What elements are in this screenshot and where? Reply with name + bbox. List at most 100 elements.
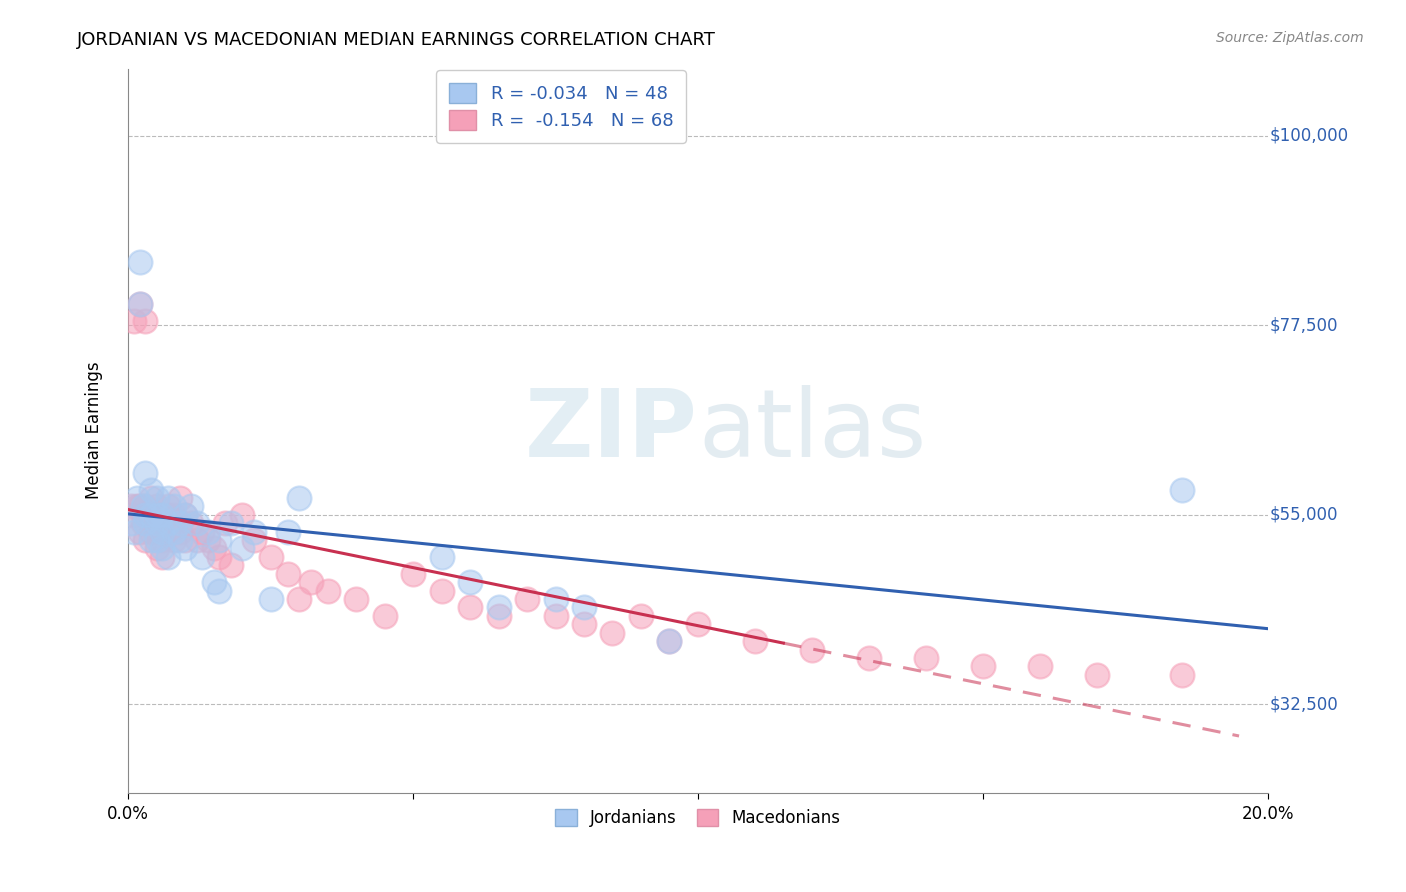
Point (134, 516, 156, 531)
Point (402, 566, 425, 581)
Point (288, 592, 311, 607)
Point (186, 516, 208, 531)
Point (544, 592, 567, 607)
Point (134, 314, 156, 328)
Text: $55,000: $55,000 (1270, 506, 1339, 524)
Point (277, 524, 299, 539)
Point (146, 533, 169, 547)
Point (134, 508, 156, 522)
Point (208, 533, 231, 547)
Point (744, 634, 766, 648)
Point (146, 491, 169, 505)
Point (152, 541, 174, 556)
Point (186, 533, 208, 547)
Point (163, 508, 186, 522)
Text: JORDANIAN VS MACEDONIAN MEDIAN EARNINGS CORRELATION CHART: JORDANIAN VS MACEDONIAN MEDIAN EARNINGS … (77, 31, 716, 49)
Point (488, 608, 510, 623)
Point (219, 558, 242, 573)
Point (191, 524, 214, 539)
Point (157, 524, 180, 539)
Point (630, 608, 652, 623)
Point (131, 516, 153, 531)
Point (120, 516, 142, 531)
Point (180, 500, 202, 514)
Point (800, 642, 823, 657)
Point (163, 500, 186, 514)
Point (208, 549, 231, 564)
Point (1028, 659, 1050, 673)
Point (572, 600, 595, 615)
Point (146, 500, 169, 514)
Point (299, 575, 322, 590)
Point (169, 516, 191, 531)
Point (128, 524, 150, 539)
Point (1171, 483, 1194, 497)
Point (169, 524, 191, 539)
Point (242, 524, 264, 539)
Point (972, 659, 994, 673)
Point (1085, 667, 1108, 681)
Point (134, 533, 156, 547)
Point (139, 508, 162, 522)
Point (134, 500, 156, 514)
Point (134, 466, 156, 480)
Point (157, 491, 180, 505)
Point (174, 508, 197, 522)
Point (152, 524, 174, 539)
Point (139, 508, 162, 522)
Point (197, 533, 219, 547)
Text: ZIP: ZIP (524, 384, 697, 476)
Point (157, 508, 180, 522)
Point (344, 592, 367, 607)
Point (191, 549, 214, 564)
Point (125, 500, 148, 514)
Point (169, 533, 191, 547)
Text: atlas: atlas (697, 384, 927, 476)
Point (128, 297, 150, 311)
Point (163, 533, 186, 547)
Point (128, 255, 150, 269)
Point (128, 500, 150, 514)
Point (152, 508, 174, 522)
Point (169, 491, 191, 505)
Point (197, 524, 219, 539)
Point (134, 508, 156, 522)
Point (125, 491, 148, 505)
Point (174, 541, 197, 556)
Point (488, 600, 510, 615)
Point (122, 524, 145, 539)
Text: Source: ZipAtlas.com: Source: ZipAtlas.com (1216, 31, 1364, 45)
Point (242, 533, 264, 547)
Point (157, 516, 180, 531)
Point (128, 297, 150, 311)
Point (658, 634, 681, 648)
Point (202, 541, 225, 556)
Point (174, 533, 197, 547)
Point (146, 524, 169, 539)
Point (208, 583, 231, 598)
Text: $77,500: $77,500 (1270, 317, 1339, 334)
Legend: Jordanians, Macedonians: Jordanians, Macedonians (547, 800, 849, 835)
Point (288, 491, 311, 505)
Point (146, 508, 169, 522)
Point (146, 508, 169, 522)
Point (277, 566, 299, 581)
Y-axis label: Median Earnings: Median Earnings (86, 362, 103, 500)
Point (152, 508, 174, 522)
Point (572, 617, 595, 632)
Point (219, 516, 242, 531)
Text: $100,000: $100,000 (1270, 127, 1348, 145)
Point (458, 575, 481, 590)
Point (430, 549, 453, 564)
Point (658, 634, 681, 648)
Point (260, 592, 283, 607)
Point (139, 524, 162, 539)
Point (374, 608, 396, 623)
Point (914, 651, 936, 665)
Point (157, 549, 180, 564)
Point (146, 516, 169, 531)
Point (139, 533, 162, 547)
Point (152, 516, 174, 531)
Point (152, 533, 174, 547)
Point (214, 516, 236, 531)
